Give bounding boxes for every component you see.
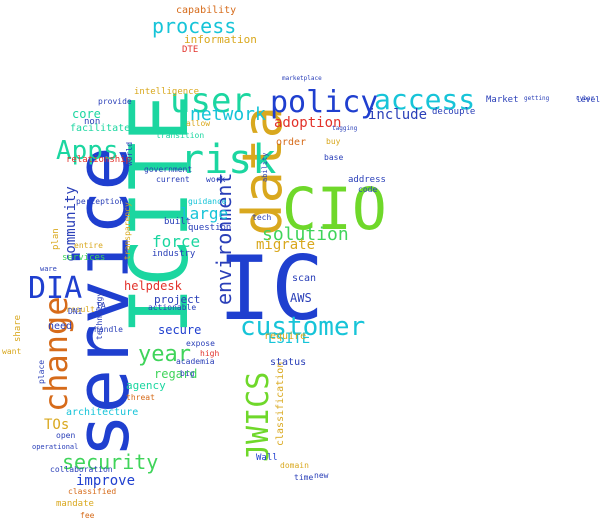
word-architecture: architecture: [66, 407, 139, 418]
word-network: network: [190, 104, 266, 125]
word-result: result: [66, 305, 95, 314]
word-built: built: [164, 217, 192, 227]
word-order: order: [276, 137, 307, 148]
word-provide: provide: [98, 97, 132, 106]
word-transition: transition: [156, 131, 205, 140]
word-market: Market: [486, 95, 519, 105]
word-esite: ESITE: [268, 331, 311, 347]
word-user: user: [170, 81, 252, 121]
word-apps: Apps: [56, 136, 119, 166]
word-classified: classified: [68, 487, 117, 496]
word-status: status: [270, 357, 307, 368]
word-ia: IA: [96, 301, 106, 310]
word-improve: improve: [76, 473, 136, 489]
word-ware: ware: [40, 265, 57, 273]
word-non: non: [84, 117, 101, 127]
word-base: base: [324, 153, 344, 162]
word-tech: tech: [252, 213, 272, 222]
word-security: security: [62, 450, 159, 474]
word-mandate: mandate: [56, 499, 94, 509]
word-policy: policy: [270, 85, 379, 120]
word-year: year: [138, 342, 191, 367]
word-question: question: [188, 223, 232, 233]
word-big: big: [180, 369, 195, 378]
word-risk: risk: [180, 137, 277, 183]
word-classification: classification: [275, 361, 286, 446]
word-intelligence: intelligence: [134, 87, 200, 97]
word-information: information: [184, 33, 257, 46]
word-transparency: transparency: [123, 202, 132, 260]
word-academia: academia: [176, 357, 215, 366]
word-work: work: [206, 175, 226, 184]
word-ic: IC: [218, 237, 324, 340]
word-wall: Wall: [256, 453, 278, 463]
word-operational: operational: [32, 443, 79, 451]
word-plan: plan: [51, 228, 61, 250]
word-perception: perception: [76, 197, 125, 206]
word-regard: regard: [154, 367, 198, 381]
word-dte: DTE: [182, 45, 199, 55]
word-dni: DNI: [68, 307, 83, 316]
word-core: core: [72, 107, 101, 121]
word-customer: customer: [240, 312, 366, 342]
word-time: time: [294, 473, 314, 482]
word-project: project: [154, 293, 201, 306]
word-relationship: relationship: [66, 155, 132, 165]
word-helpdesk: helpdesk: [124, 279, 182, 293]
word-buy: buy: [326, 137, 341, 146]
word-migrate: migrate: [256, 237, 316, 253]
word-dia: DIA: [28, 271, 83, 306]
word-allow: allow: [186, 119, 211, 128]
word-scan: scan: [292, 273, 317, 284]
word-capability: capability: [176, 5, 237, 16]
word-ability: ability: [261, 152, 269, 182]
word-adoption: adoption: [274, 115, 342, 131]
word-current: current: [156, 175, 190, 184]
word-cio: CIO: [282, 175, 387, 243]
word-code: code: [358, 185, 378, 194]
word-level: level: [576, 95, 600, 104]
word-solution: solution: [262, 224, 349, 245]
word-new: new: [314, 471, 329, 480]
word-process: process: [152, 14, 237, 38]
word-services: services: [62, 253, 106, 263]
word-open: open: [56, 431, 76, 440]
word-expose: expose: [186, 339, 215, 348]
word-world: world: [125, 141, 134, 166]
word-need: need: [48, 321, 73, 332]
word-agency: agency: [126, 379, 166, 392]
word-place: place: [37, 359, 46, 384]
word-getting: getting: [524, 95, 550, 102]
word-want: want: [2, 347, 22, 356]
word-cyber: cyber: [576, 95, 595, 102]
word-tos: TOs: [44, 417, 70, 433]
word-actionable: actionable: [148, 303, 197, 312]
word-guidance: guidance: [188, 197, 227, 206]
word-entire: entire: [74, 241, 103, 250]
word-large: large: [180, 204, 229, 223]
word-secure: secure: [158, 323, 202, 337]
word-facilitate: facilitate: [70, 123, 131, 134]
word-include: include: [368, 107, 428, 123]
word-tagging: tagging: [332, 125, 358, 132]
word-fee: fee: [80, 511, 95, 520]
word-environment: environment: [212, 172, 236, 305]
word-threat: threat: [126, 393, 155, 402]
word-address: address: [348, 175, 386, 185]
word-marketplace: marketplace: [282, 75, 322, 82]
word-decouple: decouple: [432, 107, 476, 117]
word-collaboration: collaboration: [50, 465, 113, 474]
word-handle: handle: [94, 325, 123, 334]
word-share: share: [13, 314, 23, 342]
word-government: government: [144, 165, 193, 174]
word-jwics: JWICS: [241, 371, 276, 462]
word-high: high: [200, 349, 220, 358]
word-industry: industry: [152, 249, 196, 259]
word-domain: domain: [280, 461, 309, 470]
word-require: require: [264, 331, 307, 342]
word-force: force: [152, 232, 201, 251]
word-access: access: [374, 83, 476, 116]
word-aws: AWS: [290, 291, 312, 305]
